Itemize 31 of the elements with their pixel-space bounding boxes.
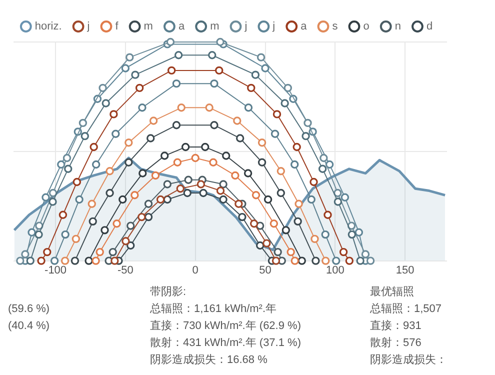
- text: 直接：730 kWh/m².年 (62.9 %): [150, 318, 301, 334]
- legend-label: a: [178, 20, 186, 33]
- text: (40.4 %): [8, 319, 50, 334]
- x-tick-label: -100: [44, 264, 67, 276]
- text: 阴影造成损失：16.68 %: [150, 353, 268, 368]
- text: 散射：431 kWh/m².年 (37.1 %): [150, 336, 301, 351]
- text: 最优辐照: [370, 285, 414, 300]
- x-tick-label: 0: [192, 264, 198, 276]
- legend-label: j: [86, 20, 90, 33]
- legend-label: s: [332, 20, 338, 33]
- text: 总辐照：1,507: [370, 302, 442, 317]
- text: 总辐照：1,161 kWh/m².年: [150, 302, 277, 317]
- legend-label: d: [426, 20, 433, 33]
- text: 阴影造成损失：: [370, 353, 447, 368]
- legend-label: j: [244, 20, 248, 33]
- text: 直接：931: [370, 318, 422, 334]
- legend-label: m: [210, 20, 220, 33]
- legend-label: n: [394, 20, 401, 33]
- text: (59.6 %): [8, 302, 50, 317]
- legend-label: f: [115, 20, 120, 33]
- legend-label: horiz.: [34, 20, 62, 33]
- text: 带阴影:: [150, 285, 186, 300]
- text: 散射：576: [370, 336, 422, 351]
- legend-label: o: [363, 20, 370, 33]
- x-tick-label: 50: [259, 264, 272, 276]
- legend-label: a: [300, 20, 308, 33]
- x-tick-label: -50: [117, 264, 134, 276]
- x-tick-label: 150: [396, 264, 414, 276]
- x-tick-label: 100: [326, 264, 344, 276]
- legend-label: j: [272, 20, 276, 33]
- legend-label: m: [144, 20, 153, 33]
